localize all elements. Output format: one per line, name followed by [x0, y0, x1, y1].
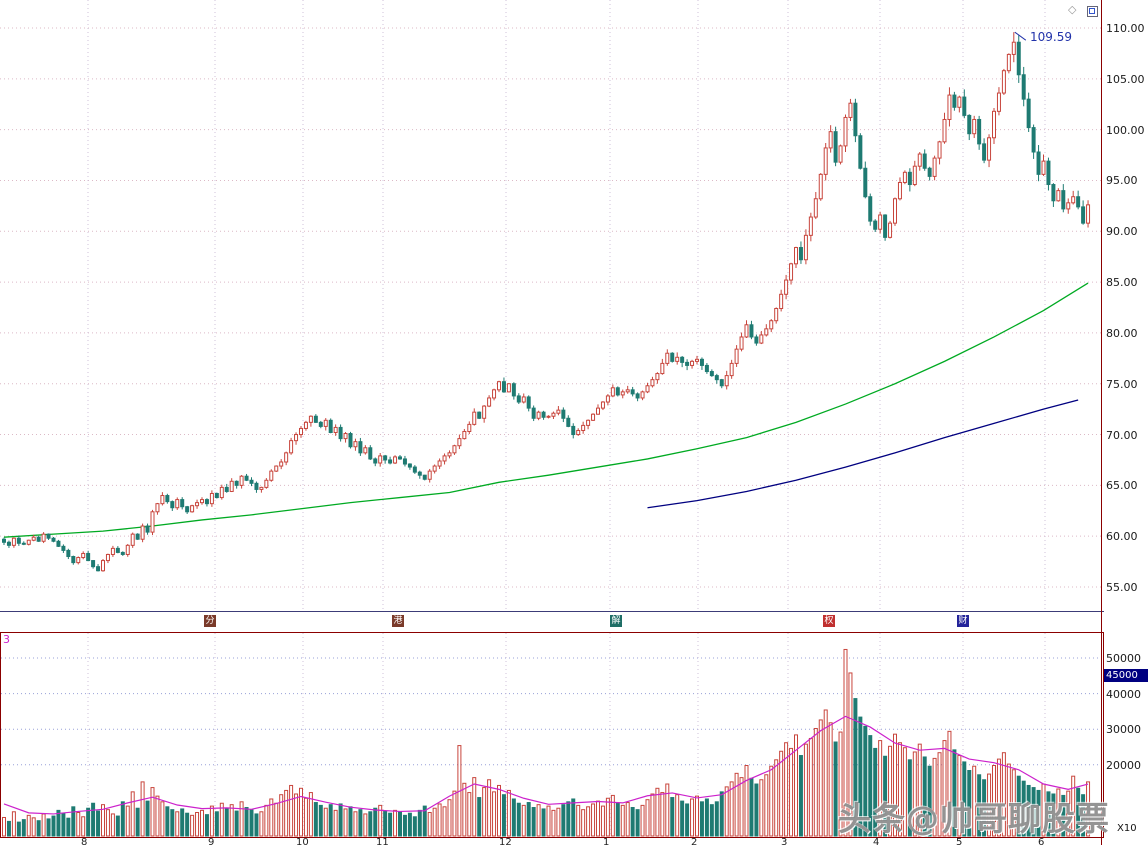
volume-axis-label: 20000 [1106, 758, 1141, 772]
ma-line-navy [647, 399, 1079, 509]
price-axis-label: 65.00 [1106, 479, 1138, 493]
month-label: 9 [208, 837, 215, 845]
volume-axis-label: 50000 [1106, 652, 1141, 665]
volume-bars [2, 648, 1091, 837]
event-marker[interactable]: 解 [610, 615, 622, 627]
restore-window-icon[interactable] [1087, 6, 1098, 17]
month-label: 2 [691, 837, 698, 845]
price-axis-label: 90.00 [1106, 225, 1138, 239]
price-chart[interactable] [0, 0, 1104, 612]
price-axis-label: 75.00 [1106, 377, 1138, 391]
volume-ma-line [3, 715, 1089, 815]
annotation-leader-line [1014, 31, 1027, 41]
event-marker[interactable]: 港 [392, 615, 404, 627]
price-axis-label: 100.00 [1106, 123, 1145, 137]
event-marker[interactable]: 财 [957, 615, 969, 627]
month-label: 3 [781, 837, 788, 845]
month-label: 12 [499, 837, 512, 845]
price-axis-label: 55.00 [1106, 581, 1138, 594]
volume-chart[interactable] [0, 632, 1104, 839]
restore-window-icon-inner [1089, 8, 1095, 14]
volume-unit-label: X10 [1117, 823, 1137, 834]
month-label: 10 [296, 837, 309, 845]
month-label: 4 [873, 837, 880, 845]
event-marker-strip: 分港解权财 [0, 613, 1104, 631]
candlesticks [2, 32, 1091, 572]
axis-border [1101, 0, 1102, 845]
volume-axis-label: 40000 [1106, 687, 1141, 701]
price-axis-label: 80.00 [1106, 326, 1138, 340]
price-axis-label: 60.00 [1106, 530, 1138, 544]
price-axis-label: 95.00 [1106, 174, 1138, 188]
month-label: 6 [1038, 837, 1045, 845]
event-marker[interactable]: 分 [204, 615, 216, 627]
month-label: 8 [81, 837, 88, 845]
peak-price-annotation: 109.59 [1030, 30, 1072, 44]
price-axis-label: 85.00 [1106, 276, 1138, 290]
watermark: 头条@帅哥聊股票 [838, 799, 1110, 838]
ma-line-green [3, 282, 1089, 538]
price-axis-label: 105.00 [1106, 72, 1145, 86]
month-label: 11 [376, 837, 389, 845]
indicator-param-label: 3 [3, 633, 10, 646]
volume-value-badge: 45000 [1104, 669, 1148, 682]
volume-axis-label: 30000 [1106, 723, 1141, 737]
diamond-icon[interactable]: ◇ [1068, 3, 1077, 16]
month-label: 5 [956, 837, 963, 845]
volume-panel-border [0, 632, 1104, 838]
panel-divider [0, 611, 1104, 612]
x-axis: 8 9 10 11 12 1 2 3 4 5 6 [0, 837, 1104, 845]
event-marker[interactable]: 权 [823, 615, 835, 627]
price-axis-label: 110.00 [1106, 22, 1145, 35]
price-axis-label: 70.00 [1106, 428, 1138, 442]
month-label: 1 [603, 837, 610, 845]
